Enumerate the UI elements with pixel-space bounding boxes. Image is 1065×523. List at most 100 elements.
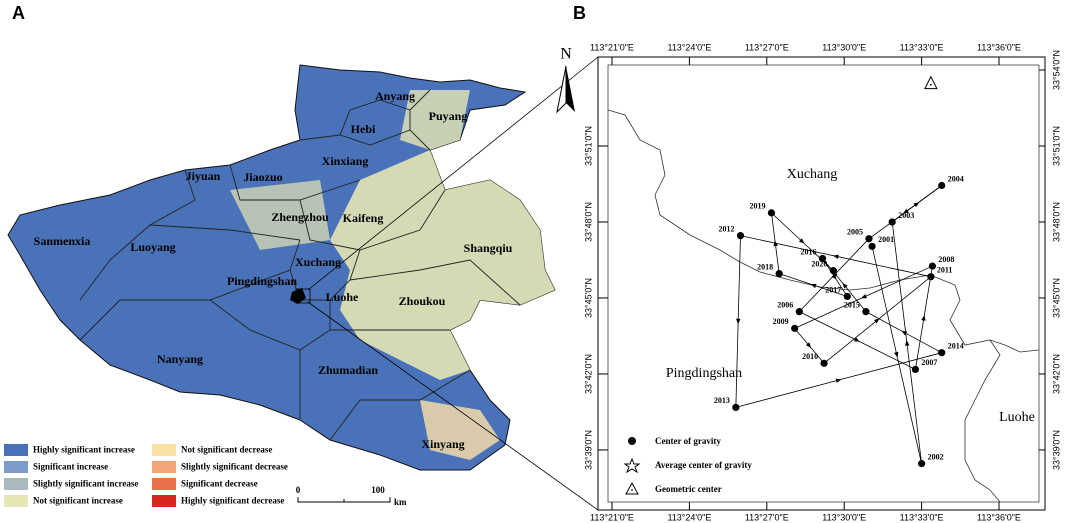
county-boundary xyxy=(989,339,1040,353)
center-of-gravity xyxy=(843,292,851,301)
lat-label: 33°54'0"N xyxy=(1051,50,1061,90)
lon-label: 113°24'0"E xyxy=(667,512,711,522)
legend: Center of gravity Average center of grav… xyxy=(623,436,752,495)
lat-label: 33°45'0"N xyxy=(583,278,593,318)
panel-label: A xyxy=(12,3,25,23)
center-of-gravity xyxy=(775,270,783,278)
city-label: Zhumadian xyxy=(318,363,378,377)
trajectory-segment xyxy=(799,311,916,370)
center-of-gravity xyxy=(911,365,920,374)
year-label: 2004 xyxy=(948,174,964,183)
city-label: Zhengzhou xyxy=(271,210,329,224)
legend-label: Highly significant increase xyxy=(33,445,135,455)
year-label: 2003 xyxy=(898,211,914,220)
lon-label: 113°21'0"E xyxy=(590,42,634,52)
lat-label: 33°42'0"N xyxy=(583,354,593,394)
trajectory-segment xyxy=(735,235,741,408)
year-label: 2006 xyxy=(777,300,793,309)
legend-swatch xyxy=(4,478,28,490)
center-of-gravity xyxy=(862,308,870,316)
city-label: Jiaozuo xyxy=(243,170,282,184)
map-frame xyxy=(597,56,1046,511)
panel-label: B xyxy=(573,3,586,23)
center-of-gravity xyxy=(918,460,926,468)
year-label: 2008 xyxy=(938,255,954,264)
year-label: 2005 xyxy=(847,228,863,237)
trajectory-segment xyxy=(771,212,780,274)
city-label: Nanyang xyxy=(157,352,203,366)
center-of-gravity xyxy=(767,209,776,217)
year-label: 2018 xyxy=(757,262,773,271)
lon-label: 113°36'0"E xyxy=(977,512,1021,522)
city-label: Sanmenxia xyxy=(34,234,91,248)
year-label: 2019 xyxy=(749,202,765,211)
trajectory-segment xyxy=(868,185,942,240)
city-label: Luoyang xyxy=(130,240,175,254)
lon-label: 113°24'0"E xyxy=(667,42,711,52)
lat-label: 33°45'0"N xyxy=(1051,278,1061,318)
city-label: Xinyang xyxy=(421,437,464,451)
city-label: Xuchang xyxy=(295,255,341,269)
north-arrow: N xyxy=(556,46,575,114)
geometric-center-dot xyxy=(929,83,932,86)
region-label: Pingdingshan xyxy=(666,366,742,381)
legend-swatch xyxy=(152,461,176,473)
year-label: 2016 xyxy=(801,247,817,256)
year-label: 2012 xyxy=(718,224,734,233)
lon-label: 113°21'0"E xyxy=(590,512,634,522)
scale-label: 0 xyxy=(296,485,301,495)
city-label: Kaifeng xyxy=(343,211,384,225)
center-of-gravity xyxy=(927,273,935,281)
city-label: Hebi xyxy=(351,122,376,136)
city-label: Luohe xyxy=(326,290,359,304)
center-of-gravity xyxy=(795,308,803,316)
region-label: Luohe xyxy=(999,410,1035,425)
lon-label: 113°27'0"E xyxy=(745,42,789,52)
trajectory-segment xyxy=(735,352,942,408)
legend-swatch xyxy=(4,495,28,507)
city-label: Zhoukou xyxy=(399,294,446,308)
lon-label: 113°30'0"E xyxy=(822,512,866,522)
trajectory-segment xyxy=(865,311,942,354)
year-label: 2013 xyxy=(714,396,730,405)
county-boundary xyxy=(607,109,1001,503)
map-inner-frame xyxy=(607,64,1040,503)
trajectory-segment xyxy=(794,328,825,364)
center-of-gravity xyxy=(865,235,873,243)
center-of-gravity xyxy=(736,232,745,240)
center-of-gravity xyxy=(820,359,828,367)
trajectory-segment xyxy=(871,246,922,464)
center-of-gravity xyxy=(928,262,937,270)
legend-label: Slightly significant decrease xyxy=(181,462,288,472)
legend-label: Average center of gravity xyxy=(655,460,752,470)
gravity-map: 113°21'0"E 113°21'0"E 113°24'0"E 113°24'0"E… xyxy=(583,42,1061,522)
center-of-gravity xyxy=(888,218,896,226)
year-label: 2014 xyxy=(948,342,964,351)
lat-label: 33°51'0"N xyxy=(583,126,593,166)
year-label: 2020 xyxy=(811,259,827,268)
trajectory-segment xyxy=(891,221,922,464)
year-label: 2015 xyxy=(844,300,860,309)
lon-label: 113°30'0"E xyxy=(822,42,866,52)
lon-label: 113°36'0"E xyxy=(977,42,1021,52)
legend-swatch xyxy=(152,444,176,456)
trajectory-segment xyxy=(794,265,933,329)
scale-bar: 0 100 km xyxy=(296,485,407,507)
legend-label: Slightly significant increase xyxy=(33,479,138,489)
city-label: Pingdingshan xyxy=(227,274,297,288)
lon-label: 113°33'0"E xyxy=(900,42,944,52)
legend-label: Center of gravity xyxy=(655,436,721,446)
region-label: Xuchang xyxy=(787,167,838,182)
year-label: 2017 xyxy=(825,285,841,294)
lat-label: 33°42'0"N xyxy=(1051,354,1061,394)
legend-label: Highly significant decrease xyxy=(181,496,284,506)
geometric-center xyxy=(924,75,938,90)
year-label: 2009 xyxy=(773,317,789,326)
legend-swatch xyxy=(152,478,176,490)
trajectory-segment xyxy=(740,235,931,278)
center-of-gravity xyxy=(732,403,740,411)
legend-label: Significant decrease xyxy=(181,479,258,489)
lon-label: 113°33'0"E xyxy=(900,512,944,522)
lat-label: 33°39'0"N xyxy=(1051,430,1061,470)
legend-label: Not significant decrease xyxy=(181,445,272,455)
